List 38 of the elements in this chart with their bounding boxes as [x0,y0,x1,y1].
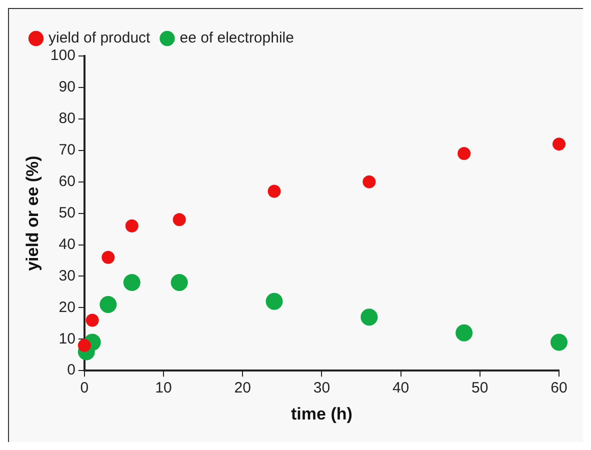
y-tick-label: 30 [58,267,76,284]
legend-label: yield of product [48,30,152,47]
x-tick-label: 0 [80,380,89,397]
point [123,274,140,292]
x-tick-label: 60 [550,380,568,397]
point [362,175,376,188]
y-tick-label: 90 [58,78,76,96]
point [458,147,471,160]
x-tick-label: 40 [392,380,410,397]
point [550,334,568,351]
y-tick-label: 40 [58,236,76,253]
y-tick-label: 20 [58,298,76,316]
point [552,138,566,151]
y-tick-label: 0 [67,362,76,379]
x-axis-title: time (h) [291,404,352,424]
point [102,250,115,264]
point [78,338,91,352]
y-axis-title: yield or ee (%) [22,156,42,271]
point [268,184,281,198]
x-tick-label: 20 [234,380,251,397]
y-tick-label: 70 [58,142,76,159]
point [86,314,99,327]
x-tick-label: 30 [313,380,330,397]
y-tick-label: 50 [58,204,76,222]
y-tick-label: 60 [58,172,76,190]
point [266,292,283,310]
point [170,274,188,292]
legend-label: ee of electrophile [180,30,294,47]
y-tick-label: 10 [58,330,76,348]
point [172,213,186,226]
x-tick-label: 10 [155,380,172,397]
y-tick-label: 100 [50,47,76,64]
y-tick-label: 80 [58,110,76,128]
point [125,219,138,232]
point [360,308,378,326]
point [456,324,473,342]
x-tick-label: 50 [472,380,488,397]
point [100,296,117,314]
